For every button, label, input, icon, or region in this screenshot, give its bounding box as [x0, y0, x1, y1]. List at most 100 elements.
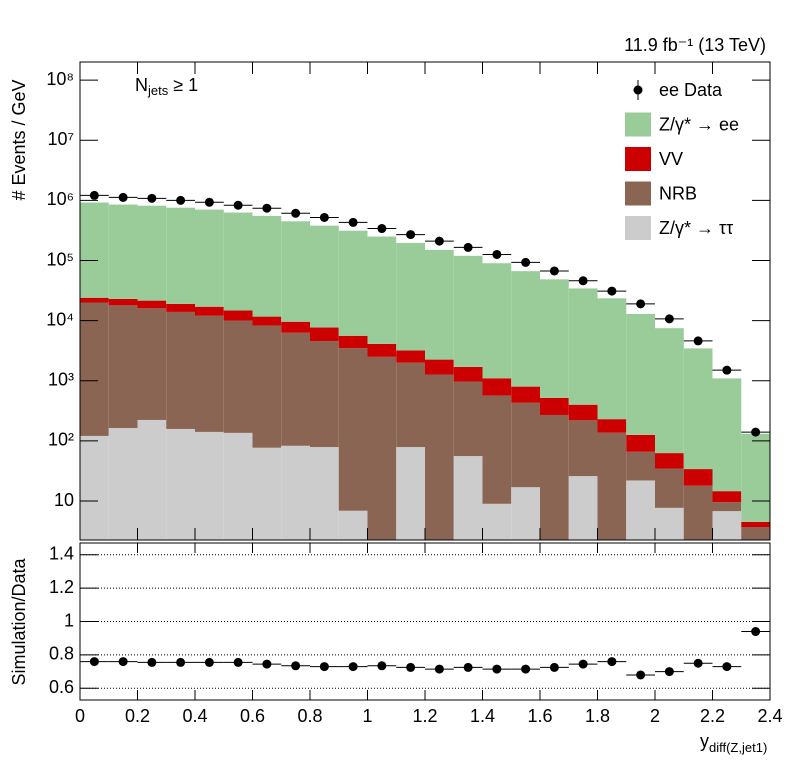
stack-bar	[568, 404, 598, 421]
ratio-point	[463, 662, 473, 672]
data-point	[463, 242, 473, 252]
data-point	[348, 217, 358, 227]
data-point	[319, 212, 329, 222]
x-tick-label: 1	[362, 706, 372, 726]
stack-bar	[195, 209, 224, 307]
stack-bar	[310, 341, 339, 448]
stack-bar	[310, 225, 339, 328]
stack-bar	[281, 321, 310, 333]
data-point	[291, 208, 301, 218]
ratio-point	[693, 658, 703, 668]
ratio-point	[607, 657, 617, 667]
stack-bar	[482, 503, 512, 540]
stack-bar	[655, 468, 684, 508]
ratio-point	[722, 662, 732, 672]
stack-bar	[712, 491, 742, 503]
y-tick-label: 10⁸	[46, 69, 74, 89]
stack-bar	[80, 435, 109, 540]
ratio-point	[118, 657, 128, 667]
stack-bar	[741, 527, 770, 540]
ratio-point	[204, 657, 214, 667]
stack-bar	[511, 271, 540, 387]
stack-bar	[453, 255, 483, 367]
ratio-point	[578, 659, 588, 669]
stack-bar	[396, 350, 425, 363]
stack-bar	[568, 420, 598, 477]
legend-label: Z/γ* → ττ	[659, 218, 733, 238]
stack-bar	[166, 303, 195, 312]
stack-bar	[338, 230, 368, 336]
stack-bar	[281, 445, 310, 540]
data-point	[607, 286, 617, 296]
stack-bar	[741, 521, 770, 528]
stack-bar	[425, 374, 454, 540]
stack-bar	[310, 327, 339, 342]
stack-bar	[482, 263, 512, 379]
stack-bar	[108, 298, 138, 306]
stack-bar	[108, 427, 138, 540]
stack-bar	[166, 311, 195, 429]
stack-bar	[712, 378, 742, 492]
data-point	[406, 230, 416, 240]
stack-bar	[626, 480, 655, 540]
stack-bar	[482, 378, 512, 396]
stack-bar	[453, 381, 483, 457]
stack-bar	[396, 242, 425, 351]
legend-marker	[633, 85, 643, 95]
stack-bar	[223, 320, 253, 433]
stack-bar	[310, 447, 339, 540]
ratio-point	[89, 657, 99, 667]
legend-swatch	[625, 112, 651, 137]
lumi-label: 11.9 fb⁻¹ (13 TeV)	[624, 35, 766, 55]
data-point	[549, 266, 559, 276]
ratio-point	[406, 662, 416, 672]
ratio-point	[549, 662, 559, 672]
stack-bar	[683, 469, 713, 486]
data-point	[492, 249, 502, 259]
ratio-point	[291, 661, 301, 671]
stack-bar	[252, 447, 282, 540]
stack-bar	[511, 487, 540, 540]
data-point	[377, 224, 387, 234]
y-tick-label: 0.8	[49, 644, 74, 664]
stack-bar	[252, 215, 282, 317]
x-tick-label: 2.2	[700, 706, 725, 726]
stack-bar	[540, 414, 569, 540]
stack-bar	[655, 328, 684, 454]
stack-bar	[137, 205, 167, 301]
stack-bar	[626, 313, 655, 435]
stack-bar	[683, 348, 713, 470]
stack-bar	[80, 297, 109, 303]
ratio-axis-label: Simulation/Data	[9, 557, 29, 685]
x-axis-label-main: y	[700, 731, 709, 751]
annotation: Njets ≥ 1	[135, 75, 198, 99]
x-tick-label: 1.2	[412, 706, 437, 726]
y-tick-label: 10⁶	[47, 189, 74, 209]
x-tick-label: 1.4	[470, 706, 495, 726]
annotation-sub: jets	[147, 83, 169, 98]
stack-bar	[80, 202, 109, 298]
stack-bar	[396, 447, 425, 540]
legend-swatch	[625, 147, 651, 171]
stack-bar	[367, 236, 397, 344]
stack-bar	[338, 348, 368, 511]
stack-bar	[568, 288, 598, 405]
stack-bar	[511, 402, 540, 488]
ratio-point	[664, 667, 674, 677]
stack-bar	[281, 221, 310, 322]
ratio-point	[262, 659, 272, 669]
stack-bar	[108, 204, 138, 299]
stack-bar	[108, 305, 138, 428]
y-tick-label: 1.4	[49, 543, 74, 563]
ratio-point	[751, 627, 761, 637]
y-tick-label: 10⁴	[46, 309, 74, 329]
stack-bar	[655, 507, 684, 540]
stack-bar	[80, 302, 109, 436]
stack-bar	[195, 315, 224, 432]
data-point	[89, 190, 99, 200]
y-axis-label: # Events / GeV	[9, 79, 29, 200]
data-point	[204, 197, 214, 207]
stack-bar	[425, 359, 454, 375]
stack-bar	[597, 419, 627, 433]
